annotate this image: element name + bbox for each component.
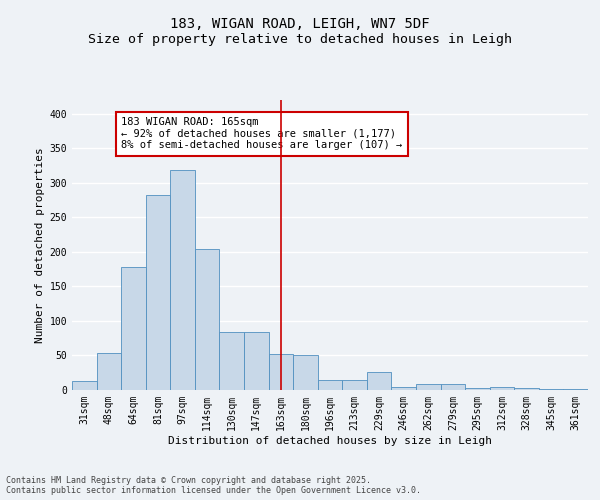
Text: Contains HM Land Registry data © Crown copyright and database right 2025.
Contai: Contains HM Land Registry data © Crown c… [6, 476, 421, 495]
Bar [195, 249, 220, 390]
Bar [539, 388, 563, 390]
Bar [367, 372, 391, 390]
Y-axis label: Number of detached properties: Number of detached properties [35, 147, 46, 343]
Bar [170, 170, 195, 390]
Text: 183 WIGAN ROAD: 165sqm
← 92% of detached houses are smaller (1,177)
8% of semi-d: 183 WIGAN ROAD: 165sqm ← 92% of detached… [121, 118, 403, 150]
Bar [121, 267, 146, 390]
Bar [269, 354, 293, 390]
Bar [465, 388, 490, 390]
Bar [440, 384, 465, 390]
Bar [244, 332, 269, 390]
Bar [293, 356, 318, 390]
Text: Size of property relative to detached houses in Leigh: Size of property relative to detached ho… [88, 32, 512, 46]
Bar [146, 196, 170, 390]
Text: 183, WIGAN ROAD, LEIGH, WN7 5DF: 183, WIGAN ROAD, LEIGH, WN7 5DF [170, 18, 430, 32]
Bar [342, 380, 367, 390]
Bar [514, 388, 539, 390]
Bar [391, 386, 416, 390]
Bar [318, 380, 342, 390]
Bar [490, 386, 514, 390]
X-axis label: Distribution of detached houses by size in Leigh: Distribution of detached houses by size … [168, 436, 492, 446]
Bar [416, 384, 440, 390]
Bar [97, 354, 121, 390]
Bar [72, 381, 97, 390]
Bar [220, 332, 244, 390]
